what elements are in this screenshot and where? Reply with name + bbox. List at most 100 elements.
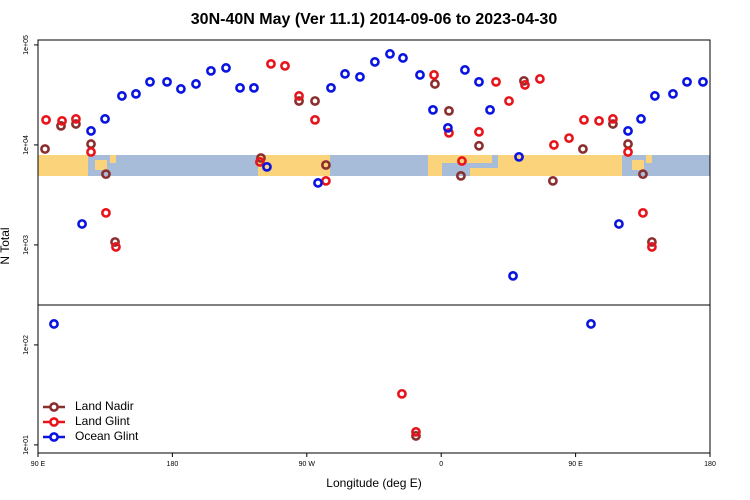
point bbox=[191, 79, 201, 89]
point bbox=[369, 57, 380, 67]
point bbox=[491, 76, 501, 87]
point bbox=[255, 157, 265, 167]
point bbox=[647, 242, 657, 252]
point bbox=[535, 74, 545, 84]
point bbox=[623, 126, 633, 136]
point bbox=[549, 140, 559, 150]
map-land bbox=[646, 155, 652, 163]
point bbox=[49, 319, 59, 329]
legend-marker bbox=[49, 402, 59, 412]
point bbox=[57, 115, 67, 126]
point bbox=[608, 119, 618, 129]
point bbox=[608, 114, 618, 124]
map-land bbox=[258, 155, 330, 176]
point bbox=[235, 82, 245, 93]
legend-label: Ocean Glint bbox=[75, 429, 139, 443]
point bbox=[385, 49, 395, 59]
point bbox=[310, 96, 320, 106]
point bbox=[514, 151, 524, 162]
point bbox=[444, 105, 454, 116]
point bbox=[71, 114, 81, 124]
point bbox=[340, 69, 350, 79]
point bbox=[668, 88, 678, 99]
point bbox=[40, 144, 50, 154]
point bbox=[614, 219, 624, 229]
point bbox=[313, 178, 323, 188]
map-land bbox=[498, 155, 622, 176]
point bbox=[579, 114, 589, 125]
point bbox=[131, 88, 141, 99]
point bbox=[586, 319, 596, 329]
point bbox=[162, 76, 172, 87]
point bbox=[638, 169, 648, 180]
point bbox=[77, 219, 87, 229]
map-strip bbox=[38, 155, 710, 176]
point bbox=[429, 70, 439, 80]
point bbox=[548, 175, 558, 186]
y-axis-label: N Total bbox=[0, 227, 12, 264]
point bbox=[411, 431, 421, 441]
point bbox=[110, 237, 120, 247]
x-tick-label: 90 E bbox=[568, 461, 583, 468]
point bbox=[280, 60, 290, 71]
point bbox=[460, 65, 470, 75]
x-tick-label: 180 bbox=[704, 461, 716, 468]
point bbox=[443, 122, 453, 133]
map-land bbox=[38, 155, 88, 176]
point bbox=[682, 76, 692, 87]
map-land bbox=[632, 160, 644, 170]
plot-frame bbox=[37, 39, 711, 454]
x-tick-label: 0 bbox=[439, 461, 443, 468]
y-tick-label: 1e+02 bbox=[23, 335, 30, 355]
point bbox=[266, 58, 276, 69]
map-land bbox=[442, 155, 492, 163]
point bbox=[504, 96, 514, 106]
point bbox=[86, 139, 96, 149]
point bbox=[71, 119, 81, 129]
map-land bbox=[428, 155, 442, 176]
point bbox=[294, 91, 304, 101]
point bbox=[564, 133, 574, 143]
map-land bbox=[470, 168, 500, 176]
point bbox=[86, 126, 96, 136]
x-tick-label: 90 E bbox=[31, 461, 46, 468]
point bbox=[698, 76, 708, 87]
point bbox=[41, 114, 51, 125]
point bbox=[520, 80, 530, 90]
point bbox=[649, 91, 660, 101]
point bbox=[457, 156, 467, 166]
legend-marker bbox=[49, 432, 59, 442]
point bbox=[474, 126, 484, 137]
point bbox=[100, 114, 110, 124]
point bbox=[294, 96, 304, 106]
point bbox=[647, 237, 657, 247]
map-land bbox=[95, 160, 107, 170]
point bbox=[623, 139, 633, 149]
point bbox=[355, 71, 365, 82]
point bbox=[117, 91, 127, 101]
point bbox=[397, 388, 407, 399]
point bbox=[430, 79, 440, 89]
point bbox=[101, 208, 111, 218]
chart-title: 30N-40N May (Ver 11.1) 2014-09-06 to 202… bbox=[191, 11, 558, 28]
x-tick-label: 90 W bbox=[299, 461, 316, 468]
point bbox=[206, 65, 216, 76]
point bbox=[623, 147, 633, 157]
y-tick-label: 1e+01 bbox=[23, 435, 30, 455]
point bbox=[638, 208, 648, 218]
y-tick-label: 1e+03 bbox=[23, 235, 30, 255]
point bbox=[456, 170, 466, 181]
point bbox=[310, 114, 320, 125]
point bbox=[474, 76, 484, 87]
legend-label: Land Nadir bbox=[75, 399, 134, 413]
legend-label: Land Glint bbox=[75, 414, 130, 428]
point bbox=[101, 169, 111, 180]
point bbox=[56, 120, 66, 131]
point bbox=[636, 114, 646, 124]
point bbox=[444, 127, 454, 138]
point bbox=[428, 104, 438, 115]
point bbox=[578, 144, 588, 154]
y-tick-label: 1e+05 bbox=[23, 35, 30, 55]
point bbox=[111, 242, 121, 252]
